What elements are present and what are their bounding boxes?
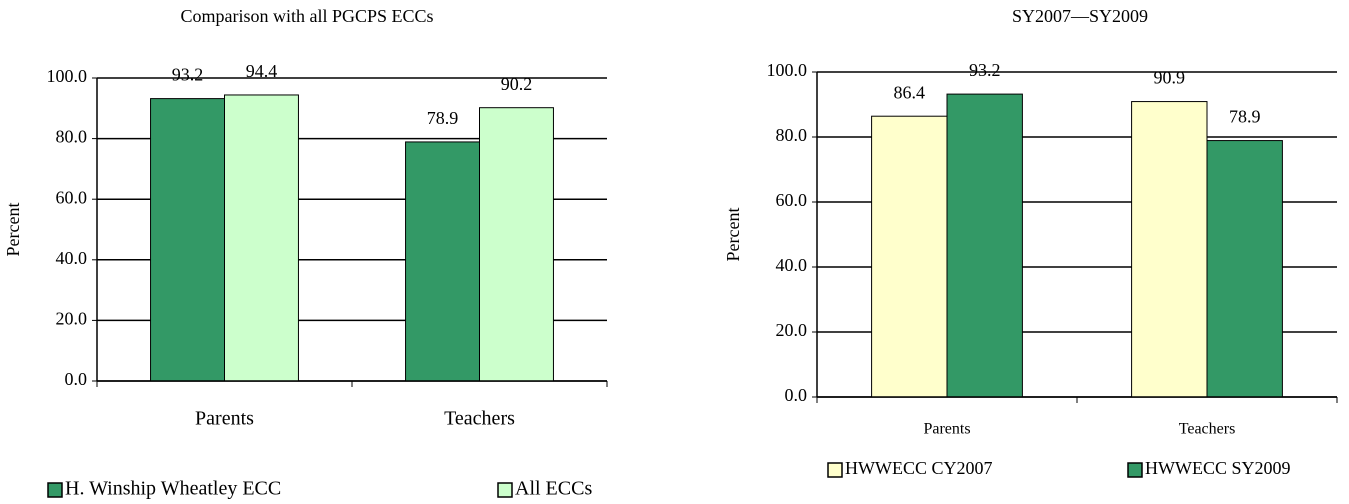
legend-swatch bbox=[47, 482, 63, 498]
y-tick-label: 40.0 bbox=[56, 248, 88, 268]
y-tick-label: 100.0 bbox=[47, 66, 88, 86]
data-label: 90.9 bbox=[1154, 68, 1186, 88]
bar bbox=[224, 94, 299, 382]
x-tick-label: Teachers bbox=[1179, 421, 1236, 438]
bar bbox=[1131, 101, 1208, 398]
y-tick-label: 0.0 bbox=[785, 385, 808, 405]
bar bbox=[479, 107, 554, 382]
y-tick-label: 80.0 bbox=[776, 125, 808, 145]
bar bbox=[871, 115, 948, 398]
chart-title: Comparison with all PGCPS ECCs bbox=[180, 6, 433, 26]
x-tick-label: Teachers bbox=[444, 408, 515, 430]
data-label: 93.2 bbox=[969, 60, 1001, 80]
bar bbox=[405, 141, 480, 382]
bar bbox=[150, 98, 225, 382]
data-label: 93.2 bbox=[172, 65, 204, 85]
y-tick-label: 60.0 bbox=[56, 187, 88, 207]
y-tick-label: 40.0 bbox=[776, 255, 808, 275]
legend-label: All ECCs bbox=[515, 478, 592, 500]
chart-title: SY2007—SY2009 bbox=[1012, 6, 1148, 26]
legend-swatch bbox=[1127, 462, 1143, 478]
legend-label: HWWECC CY2007 bbox=[845, 458, 993, 478]
legend-swatch bbox=[497, 482, 513, 498]
data-label: 94.4 bbox=[246, 61, 278, 81]
data-label: 90.2 bbox=[501, 74, 533, 94]
y-tick-label: 80.0 bbox=[56, 127, 88, 147]
x-tick-label: Parents bbox=[195, 408, 254, 430]
y-tick-label: 20.0 bbox=[776, 320, 808, 340]
bar bbox=[1206, 140, 1283, 398]
y-tick-label: 0.0 bbox=[65, 369, 88, 389]
legend-label: HWWECC SY2009 bbox=[1145, 458, 1291, 478]
bar bbox=[946, 93, 1023, 398]
data-label: 78.9 bbox=[1229, 107, 1261, 127]
data-label: 86.4 bbox=[894, 82, 926, 102]
y-tick-label: 60.0 bbox=[776, 190, 808, 210]
legend-label: H. Winship Wheatley ECC bbox=[65, 478, 281, 500]
x-tick-label: Parents bbox=[923, 421, 970, 438]
y-axis-label: Percent bbox=[723, 208, 743, 262]
y-tick-label: 100.0 bbox=[767, 60, 808, 80]
data-label: 78.9 bbox=[427, 108, 459, 128]
y-axis-label: Percent bbox=[3, 203, 23, 257]
legend-swatch bbox=[827, 462, 843, 478]
y-tick-label: 20.0 bbox=[56, 309, 88, 329]
